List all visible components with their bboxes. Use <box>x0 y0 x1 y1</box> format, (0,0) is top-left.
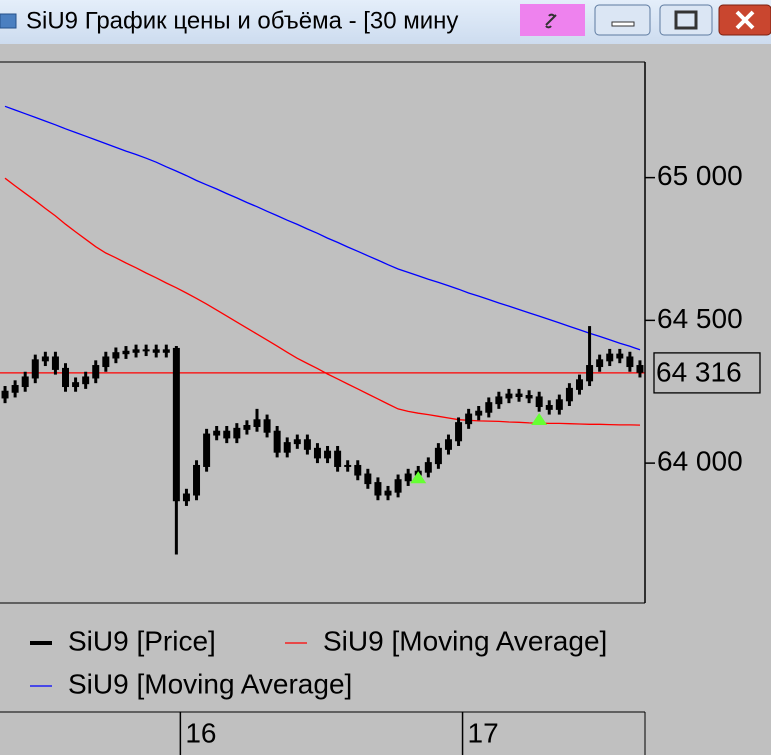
candle-body <box>525 395 533 399</box>
candle-body <box>545 405 553 410</box>
y-tick-label: 64 500 <box>657 303 743 334</box>
candle-body <box>132 349 140 353</box>
candle-body <box>505 393 513 399</box>
candle-body <box>112 352 120 359</box>
candle-body <box>213 430 221 436</box>
candle-body <box>555 399 563 410</box>
candle-body <box>193 464 201 496</box>
candle-body <box>596 359 604 368</box>
candle-body <box>82 376 90 385</box>
candle-body <box>575 379 583 390</box>
candle-body <box>344 464 352 467</box>
candle-body <box>636 365 644 373</box>
candle-body <box>565 387 573 402</box>
candle-body <box>273 430 281 453</box>
candle-body <box>586 365 594 382</box>
link-button[interactable] <box>520 4 585 36</box>
candle-body <box>394 479 402 493</box>
candle-body <box>374 482 382 496</box>
candle-body <box>263 419 271 433</box>
candle-body <box>41 356 49 362</box>
candle-body <box>21 376 29 388</box>
candle-body <box>364 473 372 485</box>
y-tick-label: 64 000 <box>657 446 743 477</box>
link-icon <box>545 13 557 29</box>
candle-body <box>243 424 251 430</box>
candle-body <box>283 442 291 453</box>
candle-body <box>162 349 170 353</box>
legend-label: SiU9 [Price] <box>68 625 216 656</box>
maximize-button[interactable] <box>659 4 713 36</box>
candle-body <box>62 367 70 388</box>
maximize-icon <box>674 10 698 30</box>
candle-body <box>424 462 432 473</box>
candle-body <box>253 419 261 427</box>
last-price-box <box>653 352 761 394</box>
candle-body <box>172 347 180 502</box>
minimize-icon <box>611 21 635 27</box>
candle-body <box>384 490 392 496</box>
candle-body <box>72 382 80 388</box>
signal-marker <box>410 471 427 484</box>
candle-body <box>233 427 241 439</box>
candle-body <box>182 493 190 502</box>
candle-body <box>142 349 150 352</box>
candle-body <box>444 439 452 450</box>
time-axis <box>0 712 645 755</box>
candle-body <box>535 396 543 408</box>
close-icon <box>735 10 755 30</box>
window-title: SiU9 График цены и объёма - [30 мину <box>26 7 458 34</box>
candle-body <box>354 464 362 476</box>
candle-body <box>455 422 463 442</box>
x-tick-label: 17 <box>468 717 499 748</box>
candle-body <box>606 353 614 362</box>
y-tick-label: 65 000 <box>657 160 743 191</box>
plot-area <box>0 105 645 555</box>
minimize-button[interactable] <box>594 4 651 36</box>
candle-body <box>11 385 19 393</box>
candle-body <box>626 356 634 368</box>
last-price-label: 64 316 <box>656 356 742 387</box>
candle-body <box>203 433 211 467</box>
candle-body <box>92 365 100 379</box>
candle-body <box>465 413 473 425</box>
candle-body <box>334 450 342 467</box>
legend-label: SiU9 [Moving Average] <box>68 668 352 699</box>
candle-body <box>616 353 624 359</box>
candle-body <box>122 350 130 355</box>
candle-body <box>324 450 332 459</box>
signal-marker <box>531 413 548 426</box>
candle-body <box>475 410 483 416</box>
candle-body <box>31 359 39 379</box>
candle-body <box>404 473 412 482</box>
x-tick-label: 16 <box>185 717 216 748</box>
moving-average-line <box>4 105 641 351</box>
candle-body <box>152 349 160 353</box>
window-icon <box>0 13 17 29</box>
candle-body <box>434 447 442 465</box>
legend-label: SiU9 [Moving Average] <box>323 625 607 656</box>
candle-body <box>293 439 301 445</box>
candle-body <box>495 396 503 405</box>
candle-body <box>515 393 523 398</box>
candle-body <box>223 430 231 439</box>
candle-body <box>303 439 311 450</box>
candle-body <box>485 402 493 413</box>
candle-body <box>1 390 9 399</box>
candle-body <box>313 447 321 459</box>
candle-body <box>102 356 110 368</box>
candle-body <box>51 356 59 370</box>
